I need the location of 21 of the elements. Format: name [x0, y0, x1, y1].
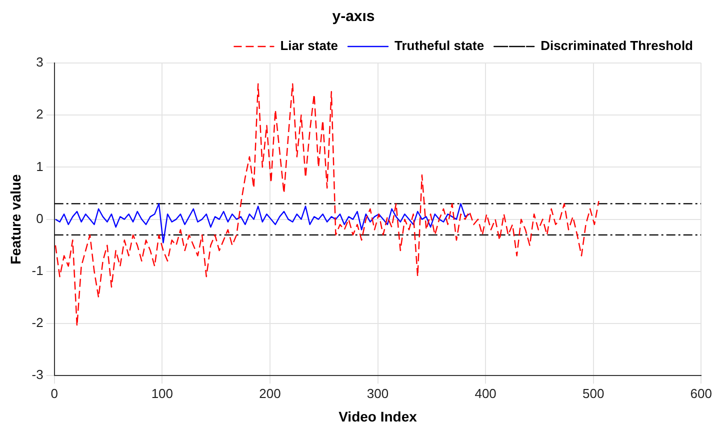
x-tick-label: 400 — [474, 386, 496, 401]
line-series — [54, 83, 600, 327]
legend-label: Liar state — [280, 38, 338, 54]
legend-label: Discriminated Threshold — [540, 38, 694, 54]
x-axis-title: Video Index — [338, 408, 418, 424]
y-tick-label: 0 — [36, 210, 44, 226]
y-axis-title: Feature value — [7, 174, 24, 264]
legend-label: Trutheful state — [394, 38, 484, 54]
chart-title: y-axıs — [332, 8, 375, 26]
y-tick-label: 3 — [36, 54, 44, 70]
y-tick-label: 1 — [36, 158, 44, 174]
y-tick-label: -1 — [32, 262, 44, 278]
y-tick-label: 2 — [36, 106, 44, 122]
x-tick-label: 200 — [259, 386, 281, 401]
x-tick-label: 300 — [366, 386, 389, 401]
y-tick-label: -3 — [32, 367, 44, 382]
y-tick-label: -2 — [32, 315, 44, 330]
x-tick-label: 600 — [690, 386, 712, 401]
x-tick-label: 0 — [50, 386, 58, 401]
x-tick-label: 100 — [151, 386, 174, 401]
x-tick-label: 500 — [582, 386, 604, 401]
